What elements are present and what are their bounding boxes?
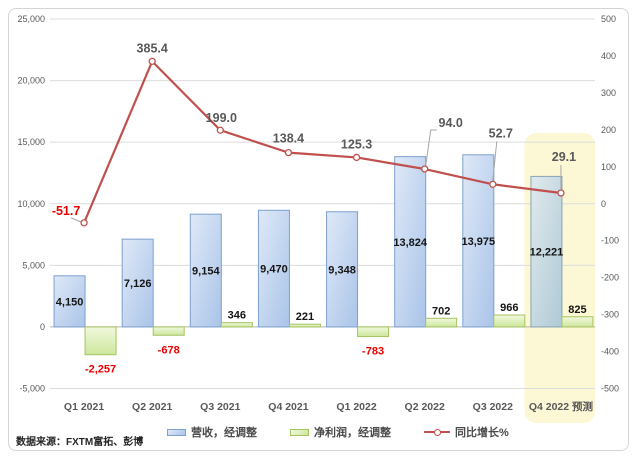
revenue-value-label: 4,150 — [56, 296, 84, 308]
right-axis-tick: -100 — [601, 236, 619, 246]
net-profit-bar — [425, 317, 458, 328]
label-leader-line — [425, 129, 437, 167]
net-profit-bar — [493, 314, 526, 328]
growth-marker — [489, 180, 497, 188]
left-axis-tick: 0 — [40, 322, 45, 332]
right-axis-tick: 0 — [601, 199, 606, 209]
revenue-bar — [121, 238, 154, 328]
legend-item-revenue: 营收，经调整 — [167, 424, 257, 440]
left-axis-tick: 20,000 — [17, 76, 45, 86]
growth-value-label: 52.7 — [489, 126, 513, 140]
growth-marker — [557, 189, 565, 197]
net-profit-bar — [561, 316, 594, 328]
growth-line — [83, 60, 562, 224]
right-axis-tick: -300 — [601, 310, 619, 320]
category-label: Q1 2022 — [336, 401, 376, 413]
revenue-value-label: 13,824 — [393, 237, 428, 249]
left-axis-tick: 5,000 — [22, 260, 45, 270]
net-profit-value-label: -783 — [362, 346, 384, 358]
growth-value-label: 125.3 — [341, 137, 372, 151]
growth-value-label: 94.0 — [439, 116, 463, 130]
category-label: Q4 2022 预测 — [529, 400, 593, 413]
growth-marker — [216, 126, 224, 134]
net-profit-value-label: -2,257 — [85, 364, 116, 376]
legend-swatch-icon — [290, 428, 309, 436]
net-profit-value-label: 702 — [432, 305, 450, 317]
revenue-value-label: 12,221 — [530, 247, 564, 259]
right-axis-tick: 500 — [601, 14, 616, 24]
legend-label: 营收，经调整 — [191, 427, 257, 439]
growth-value-label: 29.1 — [552, 150, 576, 164]
category-label: Q2 2021 — [132, 401, 172, 413]
revenue-bar — [394, 156, 427, 328]
net-profit-bar — [288, 323, 321, 328]
net-profit-value-label: 221 — [296, 311, 314, 323]
chart-legend: 营收，经调整 净利润，经调整 同比增长% — [0, 424, 635, 440]
growth-marker — [352, 153, 361, 162]
growth-value-label: 199.0 — [206, 111, 237, 125]
label-leader-line — [70, 217, 82, 223]
source-note: 数据来源：FXTM富拓、彭博 — [16, 437, 144, 448]
revenue-value-label: 7,126 — [124, 278, 152, 290]
left-axis-tick: 10,000 — [17, 199, 45, 209]
right-axis-tick: 200 — [601, 125, 616, 135]
legend-item-growth: 同比增长% — [424, 424, 509, 440]
net-profit-value-label: -678 — [158, 344, 180, 356]
revenue-bar — [189, 213, 222, 328]
growth-marker — [80, 219, 88, 227]
revenue-value-label: 9,154 — [192, 266, 220, 278]
revenue-value-label: 9,348 — [328, 264, 356, 276]
net-profit-value-label: 966 — [500, 302, 518, 314]
revenue-bar — [53, 275, 86, 328]
net-profit-bar — [84, 326, 117, 356]
legend-label: 净利润，经调整 — [314, 427, 391, 439]
net-profit-bar — [357, 326, 390, 338]
legend-line-marker-icon — [424, 428, 450, 437]
label-leader-line — [492, 141, 498, 181]
left-axis-tick: -5,000 — [19, 384, 45, 394]
revenue-bar — [530, 175, 563, 328]
net-profit-value-label: 825 — [568, 304, 586, 316]
revenue-value-label: 9,470 — [260, 264, 288, 276]
left-axis-tick: 15,000 — [17, 137, 45, 147]
right-axis-tick: -400 — [601, 347, 619, 357]
net-profit-value-label: 346 — [228, 310, 246, 322]
legend-swatch-icon — [167, 428, 186, 436]
revenue-value-label: 13,975 — [461, 236, 495, 248]
right-axis-tick: -200 — [601, 273, 619, 283]
right-axis-tick: 400 — [601, 51, 616, 61]
growth-marker — [421, 165, 429, 173]
right-axis-tick: -500 — [601, 384, 619, 394]
category-label: Q2 2022 — [405, 401, 445, 413]
growth-marker — [148, 57, 156, 65]
net-profit-bar — [220, 322, 253, 328]
growth-value-label: 138.4 — [273, 132, 304, 146]
growth-value-label: 385.4 — [137, 41, 168, 55]
category-label: Q4 2021 — [268, 401, 308, 413]
revenue-bar — [257, 209, 290, 328]
growth-marker — [284, 148, 293, 157]
category-label: Q1 2021 — [64, 401, 104, 413]
net-profit-bar — [152, 326, 185, 336]
legend-dot-icon — [434, 428, 441, 436]
legend-label: 同比增长% — [455, 427, 509, 439]
legend-item-net-profit: 净利润，经调整 — [290, 424, 391, 440]
left-axis-tick: 25,000 — [17, 14, 45, 24]
right-axis-tick: 300 — [601, 88, 616, 98]
revenue-bar — [326, 211, 359, 328]
growth-value-label: -51.7 — [52, 204, 81, 218]
category-label: Q3 2022 — [473, 401, 513, 413]
category-label: Q3 2021 — [200, 401, 240, 413]
right-axis-tick: 100 — [601, 162, 616, 172]
